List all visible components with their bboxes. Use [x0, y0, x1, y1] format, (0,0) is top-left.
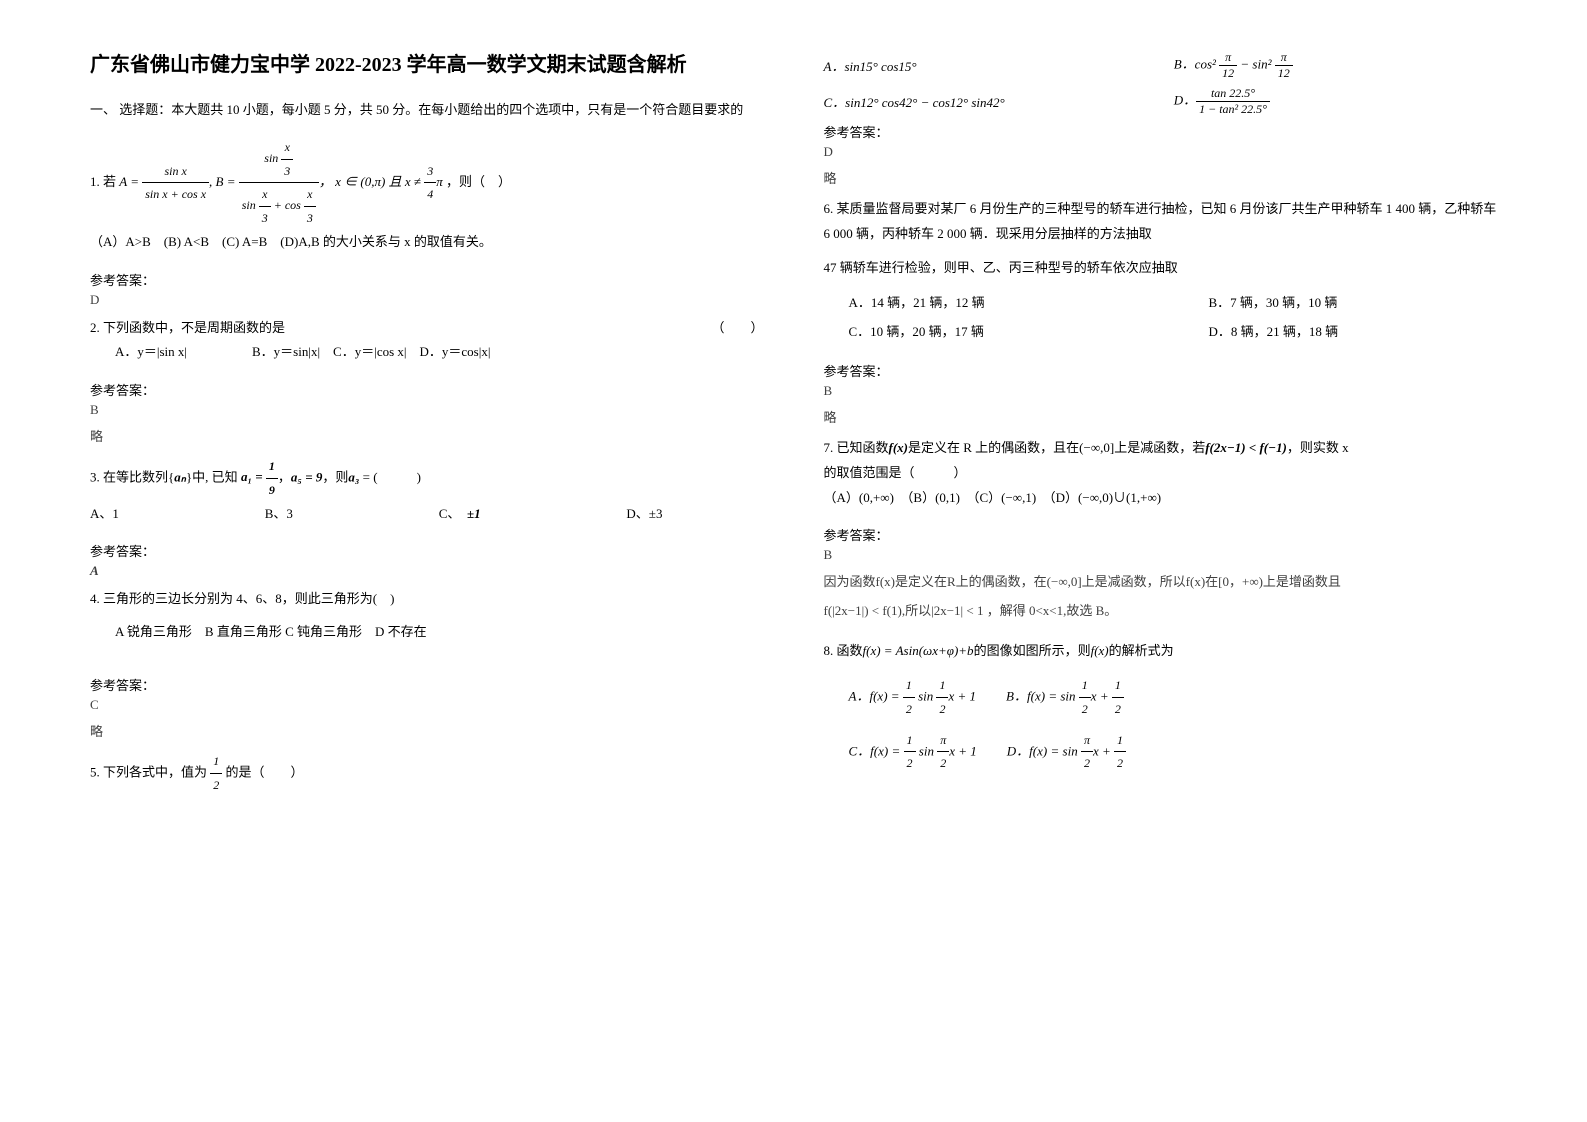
q8-opt-d: D．f(x) = sin π2x + 12 [1007, 729, 1126, 776]
q6-answer-label: 参考答案： [824, 361, 1498, 380]
q5-opt-b: B．cos² π12 − sin² π12 [1174, 50, 1497, 81]
q6-opt-a: A．14 辆，21 辆，12 辆 [849, 289, 1149, 318]
q2-paren: （ ） [711, 316, 763, 341]
q1-answer-label: 参考答案： [90, 270, 764, 289]
q3-opt-c-val: ±1 [467, 506, 481, 521]
q3-pre: 3. 在等比数列{ [90, 469, 174, 484]
q7-explain1: 因为函数f(x)是定义在R上的偶函数，在(−∞,0]上是减函数，所以f(x)在[… [824, 571, 1498, 590]
q5-opt-d: D．tan 22.5°1 − tan² 22.5° [1174, 86, 1497, 117]
q2-text: 2. 下列函数中，不是周期函数的是 [90, 316, 285, 341]
question-6: 6. 某质量监督局要对某厂 6 月份生产的三种型号的轿车进行抽检，已知 6 月份… [824, 197, 1498, 346]
q4-answer: C [90, 697, 764, 713]
q3-a1: a₁ = 19 [241, 469, 278, 484]
question-5: 5. 下列各式中，值为 12 的是（ ） [90, 750, 764, 797]
q8-post: 的解析式为 [1109, 643, 1174, 658]
exam-title: 广东省佛山市健力宝中学 2022-2023 学年高一数学文期末试题含解析 [90, 50, 764, 80]
question-7: 7. 已知函数f(x)是定义在 R 上的偶函数，且在(−∞,0]上是减函数，若f… [824, 436, 1498, 510]
q5-frac: 12 [210, 750, 222, 797]
q5-options-row2: C．sin12° cos42° − cos12° sin42° D．tan 22… [824, 86, 1498, 117]
q6-sub: 略 [824, 407, 1498, 426]
q7-text2: 的取值范围是（ ） [824, 461, 1498, 486]
q2-options: A．y＝|sin x| B．y＝sin|x| C．y＝|cos x| D．y＝c… [90, 340, 764, 365]
q8-opt-c: C．f(x) = 12 sin π2x + 1 [849, 729, 977, 776]
q3-opt-d: D、±3 [626, 502, 662, 527]
q6-text2: 47 辆轿车进行检验，则甲、乙、丙三种型号的轿车依次应抽取 [824, 256, 1498, 281]
q3-a3: a₃ [348, 469, 359, 484]
q2-sub: 略 [90, 426, 764, 445]
q7-mid: 是定义在 R 上的偶函数，且在(−∞,0]上是减函数，若 [908, 440, 1205, 455]
q3-post: ，则 [322, 469, 348, 484]
q7-fx: f(x) [889, 440, 909, 455]
q1-options: （A）A>B (B) A<B (C) A=B (D)A,B 的大小关系与 x 的… [90, 230, 764, 255]
q7-pre: 7. 已知函数 [824, 440, 889, 455]
q5-pre: 5. 下列各式中，值为 [90, 764, 207, 779]
q5-answer: D [824, 144, 1498, 160]
q3-opt-a: A、1 [90, 502, 119, 527]
q3-mid: }中, 已知 [186, 469, 238, 484]
q1-prefix: 1. 若 [90, 174, 116, 189]
question-3: 3. 在等比数列{aₙ}中, 已知 a₁ = 19，a₅ = 9，则a₃ = (… [90, 455, 764, 526]
q5-post: 的是（ ） [226, 764, 304, 779]
question-4: 4. 三角形的三边长分别为 4、6、8，则此三角形为( ) A 锐角三角形 B … [90, 587, 764, 644]
q5-answer-label: 参考答案： [824, 122, 1498, 141]
q1-formula: A = sin xsin x + cos x, B = sin x3sin x3… [119, 174, 446, 189]
question-1: 1. 若 A = sin xsin x + cos x, B = sin x3s… [90, 136, 764, 255]
q7-post: ，则实数 x [1287, 440, 1349, 455]
q5-sub: 略 [824, 168, 1498, 187]
q8-fxeq: f(x) = Asin(ωx+φ)+b [863, 643, 974, 658]
q4-sub: 略 [90, 721, 764, 740]
q7-answer: B [824, 547, 1498, 563]
q8-opt-a: A．f(x) = 12 sin 12x + 1 [849, 674, 977, 721]
q7-ineq: f(2x−1) < f(−1) [1205, 440, 1287, 455]
q4-text: 4. 三角形的三边长分别为 4、6、8，则此三角形为( ) [90, 587, 764, 612]
q6-opt-b: B．7 辆，30 辆，10 辆 [1209, 289, 1338, 318]
q8-fx: f(x) [1091, 643, 1109, 658]
q7-answer-label: 参考答案： [824, 525, 1498, 544]
q3-opt-c-label: C、 [439, 506, 454, 521]
q2-answer: B [90, 402, 764, 418]
q5-opt-c: C．sin12° cos42° − cos12° sin42° [824, 92, 1147, 111]
q1-suffix: ，则（ ） [446, 174, 511, 189]
q3-eq: = ( ) [359, 469, 421, 484]
q4-answer-label: 参考答案： [90, 675, 764, 694]
q4-options: A 锐角三角形 B 直角三角形 C 钝角三角形 D 不存在 [90, 620, 764, 645]
q5-opt-a: A．sin15° cos15° [824, 56, 1147, 75]
q3-answer-label: 参考答案： [90, 541, 764, 560]
q6-opt-c: C．10 辆，20 辆，17 辆 [849, 318, 1149, 347]
question-2: 2. 下列函数中，不是周期函数的是 （ ） A．y＝|sin x| B．y＝si… [90, 316, 764, 365]
q3-an: aₙ [174, 469, 186, 484]
q7-options: （A）(0,+∞) （B）(0,1) （C）(−∞,1) （D）(−∞,0)∪(… [824, 486, 1498, 511]
q3-a5: a₅ = 9 [291, 469, 322, 484]
q6-opt-d: D．8 辆，21 辆，18 辆 [1209, 318, 1339, 347]
q3-answer: A [90, 563, 764, 579]
question-8: 8. 函数f(x) = Asin(ωx+φ)+b的图像如图所示，则f(x)的解析… [824, 639, 1498, 775]
section-1-heading: 一、 选择题：本大题共 10 小题，每小题 5 分，共 50 分。在每小题给出的… [90, 100, 764, 121]
q8-opt-b: B．f(x) = sin 12x + 12 [1006, 674, 1124, 721]
q8-mid: 的图像如图所示，则 [974, 643, 1091, 658]
q7-explain2: f(|2x−1|) < f(1),所以|2x−1| < 1 ，解得 0<x<1,… [824, 600, 1498, 619]
q6-answer: B [824, 383, 1498, 399]
q6-text: 6. 某质量监督局要对某厂 6 月份生产的三种型号的轿车进行抽检，已知 6 月份… [824, 197, 1498, 246]
q3-opt-b: B、3 [265, 502, 293, 527]
q5-options-row1: A．sin15° cos15° B．cos² π12 − sin² π12 [824, 50, 1498, 81]
q8-pre: 8. 函数 [824, 643, 863, 658]
q2-answer-label: 参考答案： [90, 380, 764, 399]
q1-answer: D [90, 292, 764, 308]
